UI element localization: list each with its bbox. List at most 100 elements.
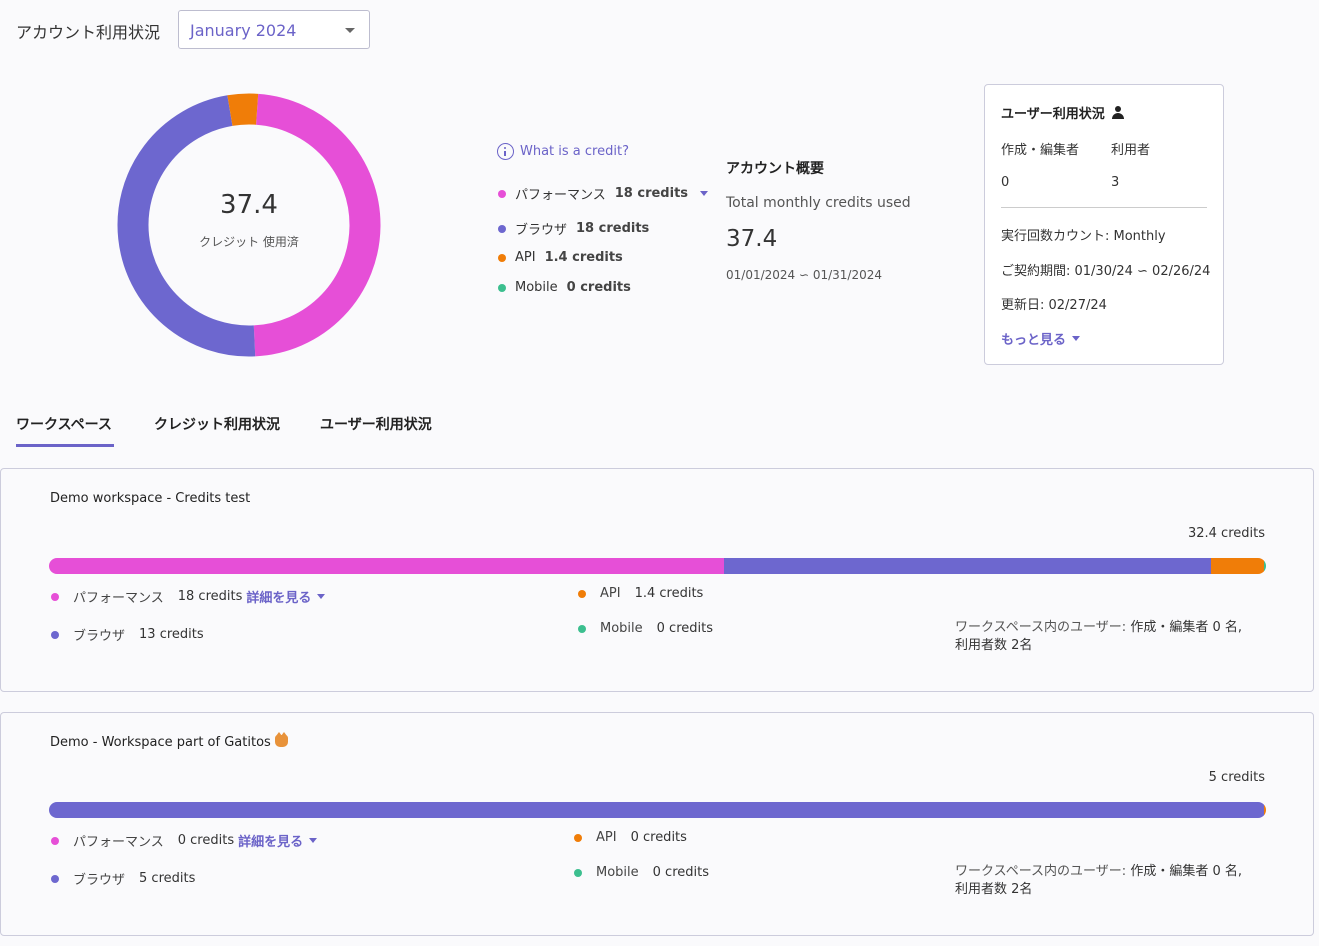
donut-total-value: 37.4 [220,190,278,220]
user-usage-title-text: ユーザー利用状況 [1001,107,1105,122]
workspace-item-api: API 1.4 credits [578,586,703,601]
performance-dot-icon [51,592,59,601]
workspace-total: 32.4 credits [1187,526,1265,541]
tab-credit-usage[interactable]: クレジット利用状況 [154,417,280,433]
divider [1001,207,1207,208]
detail-link[interactable]: 詳細を見る [238,831,318,850]
workspace-users-editors: 作成・編集者 0 名, [1130,864,1242,879]
donut-segment-api [227,93,259,126]
detail-link-text: 詳細を見る [246,591,312,606]
chevron-down-icon [345,28,355,33]
item-label: Mobile [596,865,639,880]
legend-amount: 18 credits [614,186,689,201]
chevron-down-icon [317,594,326,599]
item-value: 18 credits [177,589,243,604]
workspace-users: ワークスペース内のユーザー: 作成・編集者 0 名, 利用者数 2名 [955,619,1242,655]
more-link[interactable]: もっと見る [1001,329,1081,348]
donut-segment-performance [253,93,381,357]
account-summary-subtitle: Total monthly credits used [726,195,911,211]
workspace-card: Demo workspace - Credits test 32.4 credi… [0,468,1314,692]
tab-user-usage[interactable]: ユーザー利用状況 [320,417,432,433]
workspace-users-key: ワークスペース内のユーザー: [955,620,1127,635]
item-value: 0 credits [630,830,687,845]
workspace-item-browser: ブラウザ 13 credits [51,625,204,644]
chevron-down-icon [1072,336,1081,341]
workspace-item-browser: ブラウザ 5 credits [51,869,195,888]
browser-dot-icon [51,874,59,883]
mobile-dot-icon [498,283,506,292]
performance-dot-icon [51,836,59,845]
chevron-down-icon [309,838,318,843]
what-is-credit-link[interactable]: What is a credit? [497,143,629,160]
api-dot-icon [574,833,582,842]
workspace-users-count: 利用者数 2名 [955,638,1033,653]
legend-item-api: API 1.4 credits [498,250,623,265]
browser-dot-icon [498,224,506,233]
editors-value: 0 [1001,175,1010,190]
item-value: 0 credits [656,621,713,636]
item-label: ブラウザ [73,629,126,644]
workspace-item-mobile: Mobile 0 credits [578,621,713,636]
donut-total-label: クレジット 使用済 [199,235,299,249]
users-value: 3 [1111,175,1120,190]
detail-link-text: 詳細を見る [238,835,304,850]
legend-label: ブラウザ [515,223,568,238]
month-select-value: January 2024 [190,21,297,40]
item-label: パフォーマンス [73,835,164,850]
legend-amount: 18 credits [576,221,650,236]
workspace-users-key: ワークスペース内のユーザー: [955,864,1127,879]
item-label: API [596,830,617,845]
cat-icon [274,732,288,747]
legend-amount: 0 credits [566,280,631,295]
workspace-users-editors: 作成・編集者 0 名, [1130,620,1242,635]
renewal-line: 更新日: 02/27/24 [1001,298,1107,313]
item-label: ブラウザ [73,873,126,888]
user-usage-title: ユーザー利用状況 [1001,103,1125,122]
workspace-total: 5 credits [1208,770,1265,785]
item-value: 0 credits [652,865,709,880]
api-dot-icon [578,589,586,598]
page-title: アカウント利用状況 [16,23,161,42]
chevron-down-icon[interactable] [700,191,709,196]
item-label: API [600,586,621,601]
item-label: パフォーマンス [73,591,164,606]
detail-link[interactable]: 詳細を見る [246,587,326,606]
workspace-usage-bar [49,558,1266,574]
item-value: 13 credits [139,627,204,642]
user-usage-card: ユーザー利用状況 作成・編集者 利用者 0 3 実行回数カウント: Monthl… [984,84,1224,365]
item-label: Mobile [600,621,643,636]
account-summary-range: 01/01/2024 ∽ 01/31/2024 [726,268,883,282]
bar-segment-mobile [1264,558,1266,574]
legend-label: API [515,250,536,265]
donut-segment-browser [117,95,256,357]
workspace-users: ワークスペース内のユーザー: 作成・編集者 0 名, 利用者数 2名 [955,863,1242,899]
legend-label: Mobile [515,280,558,295]
workspace-item-performance: パフォーマンス 18 credits 詳細を見る [51,587,326,606]
bar-segment-performance [49,558,725,574]
legend-label: パフォーマンス [515,188,606,203]
workspace-card: Demo - Workspace part of Gatitos 5 credi… [0,712,1314,936]
what-is-credit-text: What is a credit? [520,144,629,159]
workspace-name: Demo - Workspace part of Gatitos [50,732,288,750]
count-line: 実行回数カウント: Monthly [1001,229,1166,244]
workspace-name: Demo workspace - Credits test [50,491,251,506]
workspace-item-mobile: Mobile 0 credits [574,865,709,880]
item-value: 0 credits [177,833,235,848]
month-select[interactable]: January 2024 [178,10,370,49]
account-summary-value: 37.4 [726,226,778,252]
bar-segment-api [1263,802,1266,818]
mobile-dot-icon [574,868,582,877]
more-link-text: もっと見る [1001,333,1067,348]
bar-segment-browser [49,802,1264,818]
workspace-item-performance: パフォーマンス 0 credits 詳細を見る [51,831,318,850]
tab-workspace[interactable]: ワークスペース [16,417,112,433]
performance-dot-icon [498,189,506,198]
account-summary-title: アカウント概要 [726,161,824,177]
credits-donut-chart [117,93,381,357]
mobile-dot-icon [578,624,586,633]
active-tab-indicator [16,444,114,447]
bar-segment-browser [724,558,1212,574]
info-icon [497,143,514,160]
legend-amount: 1.4 credits [544,250,623,265]
item-value: 5 credits [139,871,196,886]
